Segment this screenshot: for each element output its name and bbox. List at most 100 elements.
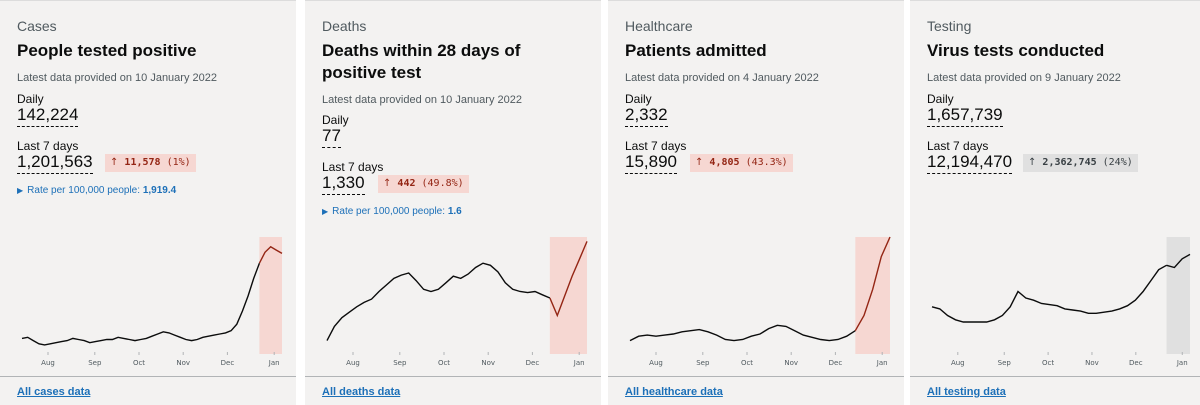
- recent-trend-line: [258, 245, 283, 264]
- rate-prefix: Rate per 100,000 people:: [27, 185, 141, 196]
- recent-period-band: [549, 237, 587, 354]
- x-tick-label: Jan: [573, 359, 585, 367]
- card-title[interactable]: Virus tests conducted: [927, 41, 1105, 60]
- footer-divider: [608, 376, 904, 377]
- x-tick-label: Oct: [438, 359, 450, 367]
- change-delta: 11,578: [124, 157, 161, 168]
- recent-period-band: [855, 237, 890, 354]
- footer-divider: [910, 376, 1200, 377]
- card-category: Deaths: [322, 18, 367, 34]
- expand-triangle-icon: ▶: [322, 207, 329, 216]
- card-category: Cases: [17, 18, 57, 34]
- latest-date: Latest data provided on 9 January 2022: [927, 72, 1121, 84]
- x-tick-label: Jan: [876, 359, 888, 367]
- x-tick-label: Sep: [998, 359, 1012, 367]
- x-tick-label: Sep: [393, 359, 407, 367]
- card-title[interactable]: Deaths within 28 days of positive test: [322, 41, 521, 82]
- trend-line: [326, 262, 551, 341]
- card-category: Healthcare: [625, 18, 693, 34]
- rate-value: 1,919.4: [142, 185, 177, 196]
- up-arrow-icon: ↑: [1028, 157, 1037, 168]
- recent-trend-line: [549, 241, 588, 318]
- x-tick-label: Oct: [741, 359, 753, 367]
- testing-card: Aug Sep Oct Nov Dec Jan Testing Virus tests c…: [910, 0, 1200, 405]
- recent-period-band: [259, 237, 282, 354]
- all-cases-link[interactable]: All cases data: [17, 386, 91, 398]
- change-delta: 4,805: [709, 157, 740, 168]
- up-arrow-icon: ↑: [383, 178, 392, 189]
- cases-card: Aug Sep Oct Nov Dec Jan Cases People tested p…: [0, 0, 296, 405]
- x-tick-label: Nov: [784, 359, 798, 367]
- x-tick-label: Sep: [88, 359, 102, 367]
- footer-divider: [305, 376, 601, 377]
- daily-label: Daily: [625, 92, 652, 106]
- x-tick-label: Jan: [268, 359, 280, 367]
- change-badge: ↑ 11,578 (1%): [105, 154, 196, 172]
- daily-value[interactable]: 1,657,739: [927, 105, 1003, 127]
- card-title[interactable]: People tested positive: [17, 41, 197, 60]
- week-label: Last 7 days: [625, 139, 687, 153]
- x-tick-label: Aug: [41, 359, 55, 367]
- all-healthcare-link[interactable]: All healthcare data: [625, 386, 723, 398]
- daily-label: Daily: [322, 113, 349, 127]
- all-deaths-link[interactable]: All deaths data: [322, 386, 401, 398]
- recent-trend-line: [1166, 253, 1191, 269]
- rate-value: 1.6: [447, 206, 462, 217]
- rate-toggle[interactable]: ▶ Rate per 100,000 people: 1,919.4: [17, 185, 176, 196]
- week-label: Last 7 days: [322, 160, 384, 174]
- daily-label: Daily: [927, 92, 954, 106]
- daily-value[interactable]: 77: [322, 126, 341, 148]
- change-badge: ↑ 4,805 (43.3%): [690, 154, 793, 172]
- healthcare-card: Aug Sep Oct Nov Dec Jan Healthcare Patients a…: [608, 0, 904, 405]
- daily-value[interactable]: 2,332: [625, 105, 668, 127]
- recent-period-band: [1166, 237, 1190, 354]
- x-tick-label: Nov: [481, 359, 495, 367]
- daily-value[interactable]: 142,224: [17, 105, 79, 127]
- x-tick-label: Dec: [221, 359, 235, 367]
- trend-line: [21, 262, 261, 346]
- daily-label: Daily: [17, 92, 44, 106]
- change-delta: 2,362,745: [1042, 157, 1097, 168]
- x-tick-label: Jan: [1176, 359, 1188, 367]
- x-tick-label: Aug: [951, 359, 965, 367]
- expand-triangle-icon: ▶: [17, 186, 24, 195]
- trend-line: [629, 324, 856, 342]
- change-percent: (49.8%): [421, 178, 464, 189]
- x-tick-label: Dec: [1129, 359, 1143, 367]
- rate-prefix: Rate per 100,000 people:: [332, 206, 446, 217]
- x-tick-label: Nov: [176, 359, 190, 367]
- recent-trend-line: [854, 236, 891, 332]
- rate-toggle[interactable]: ▶ Rate per 100,000 people: 1.6: [322, 206, 462, 217]
- change-percent: (24%): [1102, 157, 1133, 168]
- change-percent: (43.3%): [745, 157, 788, 168]
- x-tick-label: Dec: [829, 359, 843, 367]
- week-value[interactable]: 15,890: [625, 152, 677, 174]
- x-tick-label: Oct: [1042, 359, 1054, 367]
- latest-date: Latest data provided on 4 January 2022: [625, 72, 819, 84]
- change-badge: ↑ 442 (49.8%): [378, 175, 469, 193]
- week-label: Last 7 days: [927, 139, 989, 153]
- footer-divider: [0, 376, 296, 377]
- latest-date: Latest data provided on 10 January 2022: [322, 94, 522, 106]
- x-tick-label: Dec: [526, 359, 540, 367]
- x-tick-label: Nov: [1085, 359, 1099, 367]
- up-arrow-icon: ↑: [695, 157, 704, 168]
- trend-line: [931, 264, 1167, 323]
- week-label: Last 7 days: [17, 139, 79, 153]
- card-title[interactable]: Patients admitted: [625, 41, 767, 60]
- x-tick-label: Aug: [649, 359, 663, 367]
- deaths-card: Aug Sep Oct Nov Dec Jan Deaths Deaths within …: [305, 0, 601, 405]
- change-percent: (1%): [166, 157, 191, 168]
- x-tick-label: Aug: [346, 359, 360, 367]
- change-badge: ↑ 2,362,745 (24%): [1023, 154, 1138, 172]
- week-value[interactable]: 12,194,470: [927, 152, 1013, 174]
- change-delta: 442: [397, 178, 416, 189]
- week-value[interactable]: 1,330: [322, 173, 365, 195]
- all-testing-link[interactable]: All testing data: [927, 386, 1006, 398]
- x-tick-label: Oct: [133, 359, 145, 367]
- week-value[interactable]: 1,201,563: [17, 152, 93, 174]
- x-tick-label: Sep: [696, 359, 710, 367]
- up-arrow-icon: ↑: [110, 157, 119, 168]
- latest-date: Latest data provided on 10 January 2022: [17, 72, 217, 84]
